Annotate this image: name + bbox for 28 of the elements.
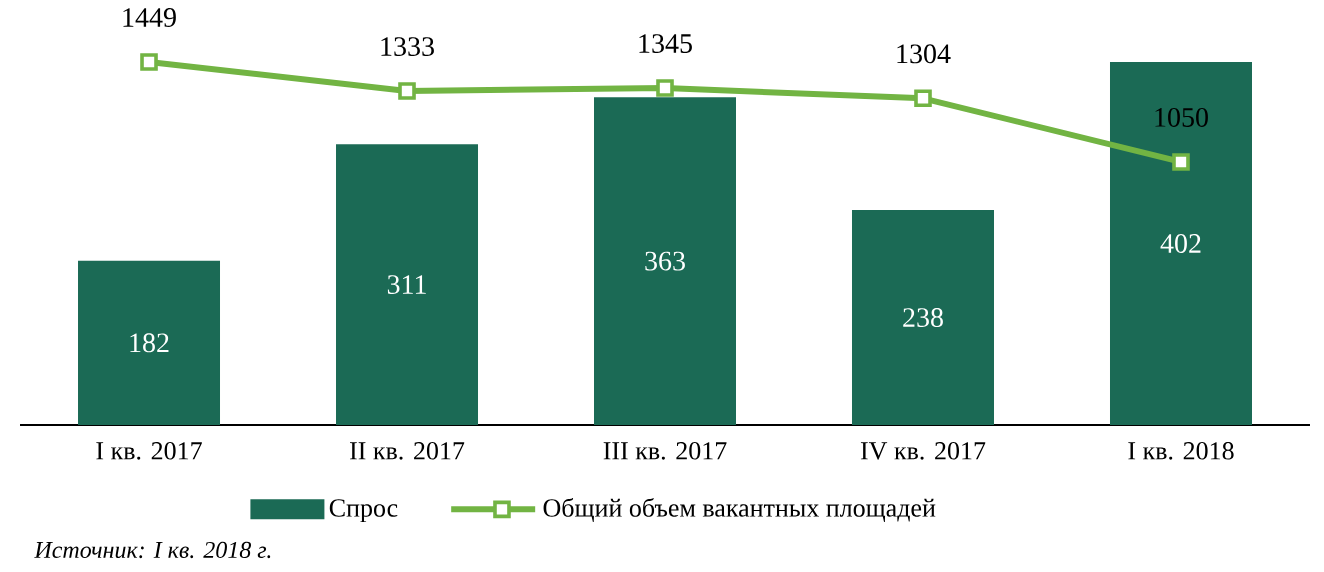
data-label: 182 bbox=[130, 333, 169, 353]
data-label: 1304 bbox=[897, 44, 951, 64]
point bbox=[398, 82, 416, 100]
x-tick-label: IV кв. 2017 bbox=[860, 442, 986, 460]
data-label: 311 bbox=[387, 275, 426, 294]
bar bbox=[1109, 61, 1252, 425]
bar bbox=[594, 97, 736, 425]
point bbox=[656, 79, 674, 97]
data-label: 1050 bbox=[1155, 107, 1208, 127]
data-label: 402 bbox=[1160, 234, 1201, 253]
bar bbox=[336, 144, 479, 425]
bar bbox=[78, 260, 221, 425]
data-label: 1333 bbox=[381, 37, 434, 56]
data-label: 238 bbox=[903, 308, 943, 327]
data-label: 1345 bbox=[639, 34, 692, 53]
point bbox=[914, 89, 932, 108]
x-tick-label: I кв. 2018 bbox=[1128, 442, 1234, 460]
bar bbox=[852, 210, 994, 425]
point bbox=[1172, 153, 1190, 171]
text: Источник: I кв. 2018 г. bbox=[34, 541, 271, 559]
x-tick-label: II кв. 2017 bbox=[350, 442, 465, 460]
x-tick-label: III кв. 2017 bbox=[603, 442, 727, 460]
legend-label: Спрос bbox=[329, 499, 398, 523]
data-label: 1449 bbox=[123, 8, 176, 27]
x-tick-label: I кв. 2017 bbox=[96, 442, 202, 460]
legend-label: Общий объем вакантных площадей bbox=[543, 497, 936, 522]
data-label: 363 bbox=[645, 251, 685, 271]
point bbox=[140, 53, 158, 71]
